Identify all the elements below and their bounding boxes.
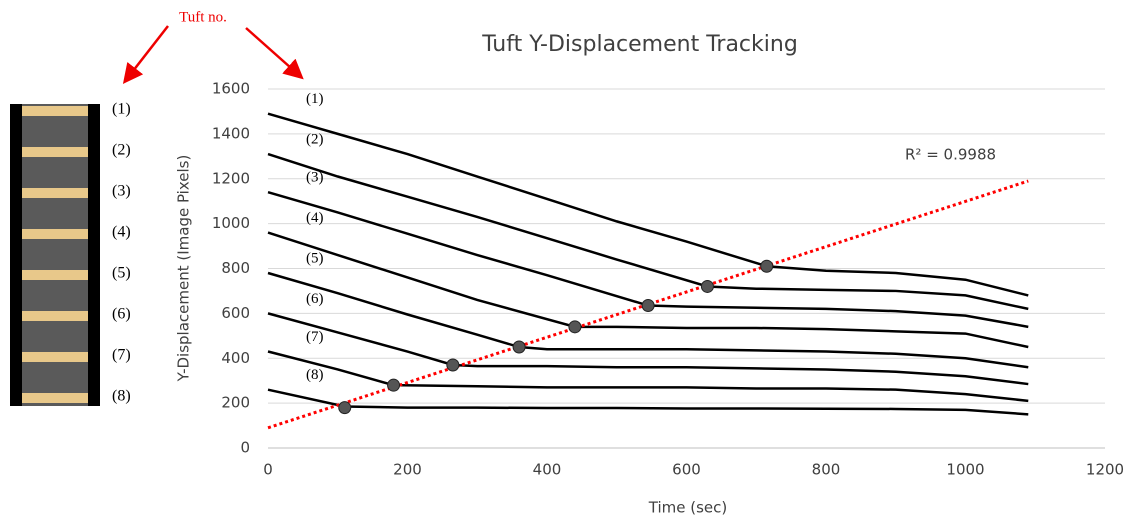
line-series xyxy=(268,233,1028,347)
line-series xyxy=(268,352,1028,401)
x-tick-label: 800 xyxy=(812,461,841,479)
series-label: (5) xyxy=(306,250,324,266)
arrow xyxy=(126,26,168,80)
y-tick-label: 1400 xyxy=(212,124,250,142)
point xyxy=(761,260,773,272)
annotation: Tuft no. xyxy=(179,9,227,25)
point xyxy=(569,321,581,333)
line-series xyxy=(268,390,1028,415)
tuft-label: (6) xyxy=(112,306,131,323)
tuft xyxy=(22,270,88,280)
x-tick-label: 400 xyxy=(533,461,562,479)
chart-title: Tuft Y-Displacement Tracking xyxy=(481,32,798,57)
y-tick-label: 1200 xyxy=(212,169,250,187)
point xyxy=(701,280,713,292)
series-label: (7) xyxy=(306,329,324,345)
point xyxy=(642,300,654,312)
series-label: (2) xyxy=(306,132,324,148)
point xyxy=(388,379,400,391)
chart: Tuft Y-Displacement Tracking Time (sec) … xyxy=(0,0,1142,520)
tuft xyxy=(22,393,88,403)
x-tick-label: 600 xyxy=(672,461,701,479)
tuft-label: (8) xyxy=(112,388,131,405)
y-axis-label: Y-Displacement (Image Pixels) xyxy=(175,155,193,383)
tuft xyxy=(22,147,88,157)
y-tick-label: 1600 xyxy=(212,80,250,98)
tuft-label: (7) xyxy=(112,347,131,364)
tuft xyxy=(22,229,88,239)
x-axis-label: Time (sec) xyxy=(648,499,727,517)
series-label: (3) xyxy=(306,170,324,186)
y-tick-label: 600 xyxy=(221,304,250,322)
point xyxy=(339,402,351,414)
line-series xyxy=(268,273,1028,367)
y-tick-label: 0 xyxy=(240,439,250,457)
tuft xyxy=(22,106,88,116)
series-label: (6) xyxy=(306,291,324,307)
point xyxy=(447,359,459,371)
series-label: (4) xyxy=(306,210,324,226)
series-label: (8) xyxy=(306,367,324,383)
y-tick-label: 1000 xyxy=(212,214,250,232)
tuft-label: (4) xyxy=(112,224,131,241)
x-tick-label: 1000 xyxy=(946,461,984,479)
series-label: (1) xyxy=(306,91,324,107)
y-tick-label: 800 xyxy=(221,259,250,277)
x-tick-label: 0 xyxy=(263,461,273,479)
tuft-label: (1) xyxy=(112,101,131,118)
trendline-label: R² = 0.9988 xyxy=(905,146,996,164)
tuft-label: (2) xyxy=(112,142,131,159)
tuft xyxy=(22,188,88,198)
y-tick-label: 200 xyxy=(221,394,250,412)
point xyxy=(513,341,525,353)
tuft-label: (3) xyxy=(112,183,131,200)
y-tick-label: 400 xyxy=(221,349,250,367)
x-tick-label: 1200 xyxy=(1086,461,1124,479)
tuft xyxy=(22,311,88,321)
tuft xyxy=(22,352,88,362)
arrow xyxy=(246,28,300,76)
tuft-label: (5) xyxy=(112,265,131,282)
x-tick-label: 200 xyxy=(393,461,422,479)
